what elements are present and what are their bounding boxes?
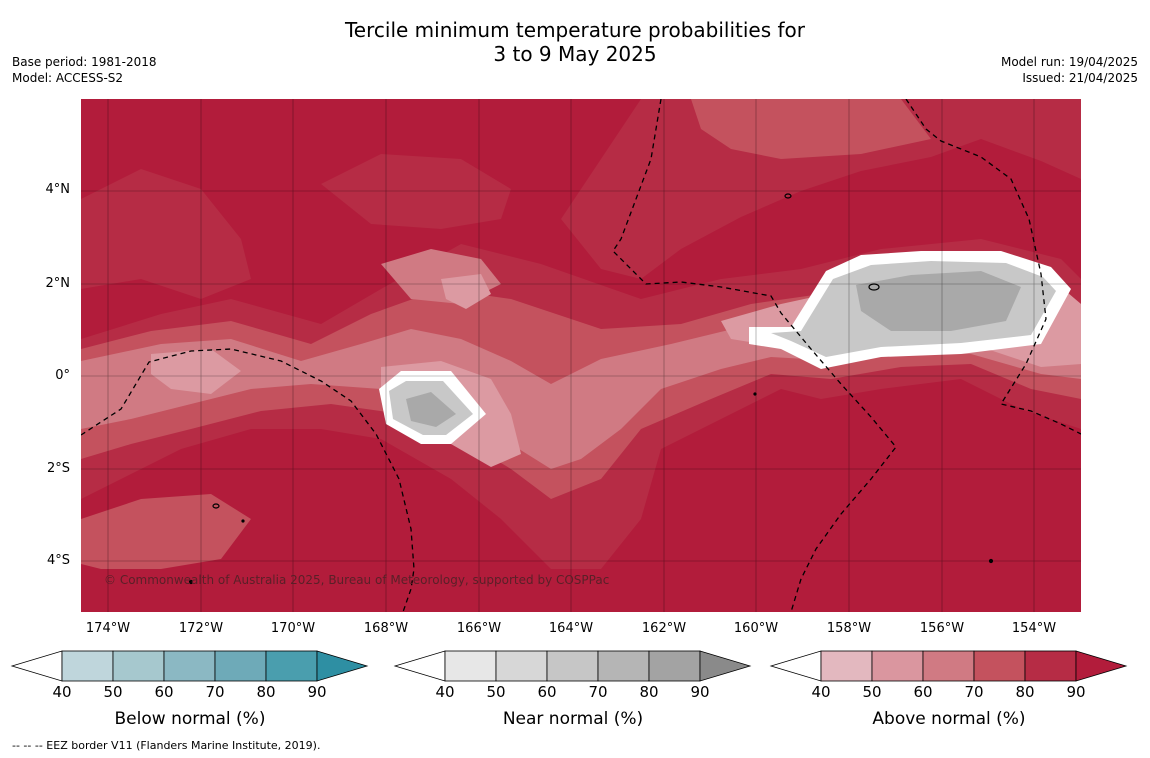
meta-right: Model run: 19/04/2025 Issued: 21/04/2025	[1001, 54, 1138, 86]
below-segment-40-50	[61, 650, 114, 682]
above-normal-label: Above normal (%)	[872, 709, 1026, 729]
near-normal-center-70-80	[406, 392, 456, 427]
below-tick-80: 80	[256, 683, 276, 701]
above-segment-40-50	[820, 650, 873, 682]
near-segment-70-80	[597, 650, 650, 682]
eez-footnote: -- -- -- EEZ border V11 (Flanders Marine…	[12, 739, 321, 752]
near-upper-arrow	[699, 650, 752, 682]
lat-label-2s: 2°S	[46, 461, 70, 476]
model-name: Model: ACCESS-S2	[12, 71, 124, 85]
lon-label-174w: 174°W	[85, 621, 131, 636]
eez-border-kiribati-west	[612, 99, 897, 612]
above-segment-80-90	[1024, 650, 1077, 682]
below-normal-label: Below normal (%)	[114, 709, 266, 729]
above-tick-60: 60	[913, 683, 933, 701]
lon-label-162w: 162°W	[641, 621, 687, 636]
base-period: Base period: 1981-2018	[12, 55, 157, 69]
lon-label-164w: 164°W	[548, 621, 594, 636]
lon-label-168w: 168°W	[363, 621, 409, 636]
eez-border-kiribati-east	[905, 99, 1081, 435]
title-line-2: 3 to 9 May 2025	[493, 42, 657, 66]
below-segment-50-60	[112, 650, 165, 682]
islands	[188, 193, 994, 585]
island-small-4	[988, 558, 994, 564]
above-segment-50-60	[871, 650, 924, 682]
below-segment-80-90	[265, 650, 318, 682]
below-tick-90: 90	[307, 683, 327, 701]
colorbar-below-normal	[10, 650, 369, 682]
above-segment-60-70	[922, 650, 975, 682]
copyright-notice: © Commonwealth of Australia 2025, Bureau…	[104, 573, 610, 587]
island-small-5	[241, 519, 245, 523]
colorbar-above-normal	[769, 650, 1128, 682]
near-normal-label: Near normal (%)	[502, 709, 644, 729]
lon-label-166w: 166°W	[456, 621, 502, 636]
above-upper-arrow	[1075, 650, 1128, 682]
above-tick-40: 40	[811, 683, 831, 701]
band-above-70-80-lowerleft	[81, 494, 251, 569]
below-lower-arrow	[10, 650, 63, 682]
band-above-80-90-north	[561, 99, 1081, 279]
model-run: Model run: 19/04/2025	[1000, 55, 1138, 69]
lon-label-170w: 170°W	[270, 621, 316, 636]
lon-label-172w: 172°W	[178, 621, 224, 636]
lon-label-156w: 156°W	[919, 621, 965, 636]
near-segment-80-90	[648, 650, 701, 682]
near-tick-60: 60	[537, 683, 557, 701]
lon-label-158w: 158°W	[826, 621, 872, 636]
below-tick-40: 40	[52, 683, 72, 701]
below-segment-70-80	[214, 650, 267, 682]
near-segment-40-50	[444, 650, 497, 682]
near-normal-right-70-80	[856, 271, 1021, 331]
below-segment-60-70	[163, 650, 216, 682]
lat-label-2n: 2°N	[45, 276, 71, 291]
island-small-3	[188, 579, 194, 585]
title-line-1: Tercile minimum temperature probabilitie…	[344, 18, 806, 42]
near-tick-80: 80	[639, 683, 659, 701]
near-tick-90: 90	[690, 683, 710, 701]
island-small-6	[753, 392, 757, 396]
below-upper-arrow	[316, 650, 369, 682]
above-tick-80: 80	[1015, 683, 1035, 701]
below-tick-70: 70	[205, 683, 225, 701]
meta-left: Base period: 1981-2018 Model: ACCESS-S2	[12, 54, 157, 86]
above-lower-arrow	[769, 650, 822, 682]
lat-label-0: 0°	[55, 368, 70, 383]
issued-date: Issued: 21/04/2025	[1022, 71, 1138, 85]
colorbars	[10, 650, 1128, 682]
map-svg	[81, 99, 1081, 612]
lat-label-4s: 4°S	[46, 553, 70, 568]
near-lower-arrow	[393, 650, 446, 682]
chart-title: Tercile minimum temperature probabilitie…	[0, 18, 1150, 66]
near-tick-50: 50	[486, 683, 506, 701]
above-tick-70: 70	[964, 683, 984, 701]
eez-borders	[81, 99, 1081, 612]
island-small-2	[212, 503, 220, 509]
above-tick-90: 90	[1066, 683, 1086, 701]
band-above-50-60-left	[151, 349, 241, 394]
above-segment-70-80	[973, 650, 1026, 682]
lat-label-4n: 4°N	[45, 182, 71, 197]
island-jarvis	[868, 283, 880, 291]
band-above-50-60-small	[441, 274, 491, 309]
island-small-1	[784, 193, 792, 199]
lon-label-154w: 154°W	[1011, 621, 1057, 636]
near-segment-50-60	[495, 650, 548, 682]
eez-border-tokelau	[81, 348, 415, 612]
near-tick-40: 40	[435, 683, 455, 701]
below-tick-50: 50	[103, 683, 123, 701]
lon-label-160w: 160°W	[733, 621, 779, 636]
probability-map	[81, 99, 1081, 612]
band-above-80-90-top	[321, 154, 511, 229]
band-above-80-90-upperleft	[81, 169, 251, 299]
colorbar-near-normal	[393, 650, 752, 682]
graticule	[81, 99, 1081, 612]
band-above-70-80-north	[691, 99, 931, 159]
near-tick-70: 70	[588, 683, 608, 701]
above-tick-50: 50	[862, 683, 882, 701]
near-segment-60-70	[546, 650, 599, 682]
below-tick-60: 60	[154, 683, 174, 701]
